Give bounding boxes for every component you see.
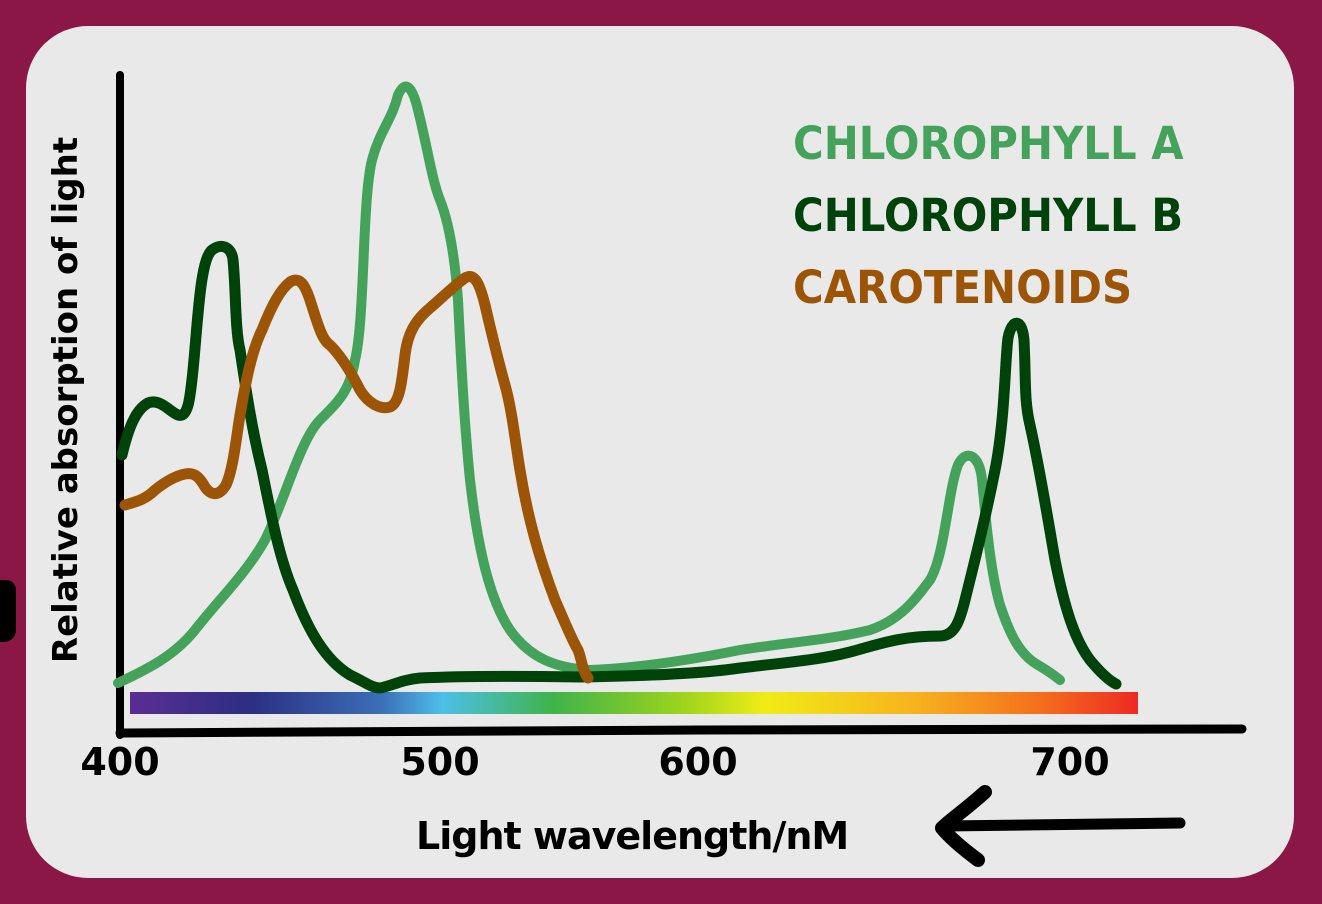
legend-item-chlorophyll-a: CHLOROPHYLL A xyxy=(793,117,1184,170)
x-tick-500: 500 xyxy=(400,740,480,784)
x-tick-600: 600 xyxy=(658,740,738,784)
x-axis-line xyxy=(115,724,1247,738)
chart-legend: CHLOROPHYLL A CHLOROPHYLL B CAROTENOIDS xyxy=(793,108,1213,324)
x-tick-400: 400 xyxy=(80,740,160,784)
legend-item-chlorophyll-b: CHLOROPHYLL B xyxy=(793,189,1184,242)
series-carotenoids xyxy=(119,271,594,684)
visible-spectrum-bar xyxy=(130,692,1138,714)
series-chlorophyll-b xyxy=(116,240,1122,694)
series-chlorophyll-a xyxy=(113,81,1065,688)
decorative-blob xyxy=(0,580,16,642)
y-axis-label: Relative absorption of light xyxy=(46,136,86,664)
x-tick-700: 700 xyxy=(1030,740,1110,784)
legend-item-carotenoids: CAROTENOIDS xyxy=(793,261,1133,314)
x-axis-label: Light wavelength/nM xyxy=(416,814,849,858)
left-arrow-icon xyxy=(935,785,1186,867)
